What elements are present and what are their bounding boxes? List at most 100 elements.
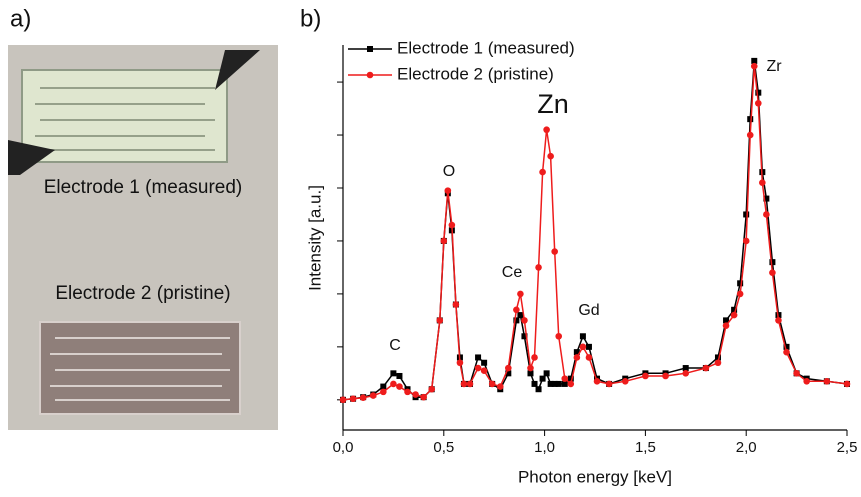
data-point	[380, 388, 387, 396]
data-point	[349, 395, 357, 403]
data-point	[521, 333, 528, 340]
peak-label: Ce	[502, 264, 523, 281]
data-point	[513, 317, 520, 324]
data-point	[359, 394, 367, 401]
legend-item: Electrode 2 (pristine)	[348, 64, 554, 83]
data-point	[759, 179, 766, 186]
data-point	[452, 301, 460, 308]
legend-label: Electrode 2 (pristine)	[397, 64, 554, 83]
data-point	[527, 364, 534, 372]
data-point	[783, 343, 790, 350]
data-point	[535, 386, 542, 393]
data-point	[662, 372, 669, 380]
series	[340, 57, 850, 403]
peak-label: Zr	[766, 58, 782, 75]
data-point	[722, 322, 730, 329]
data-point	[505, 364, 512, 372]
data-point	[456, 359, 464, 367]
data-point	[746, 131, 754, 139]
data-point	[420, 393, 427, 401]
data-point	[474, 364, 482, 372]
peak-label: O	[443, 163, 455, 180]
data-point	[585, 354, 593, 361]
data-point	[783, 348, 790, 356]
electrode-1	[21, 69, 228, 163]
data-point	[731, 306, 738, 313]
data-point	[561, 380, 568, 387]
data-point	[480, 367, 488, 374]
data-point	[593, 377, 601, 385]
peak-label: C	[389, 337, 401, 354]
data-point	[585, 343, 592, 350]
x-tick-label: 2,0	[736, 439, 757, 456]
data-point	[567, 375, 574, 382]
legend-item: Electrode 1 (measured)	[348, 38, 575, 57]
data-point	[682, 370, 690, 377]
data-point	[737, 280, 744, 287]
data-point	[390, 380, 397, 388]
data-point	[743, 211, 750, 218]
data-point	[517, 312, 524, 319]
data-point	[763, 211, 770, 218]
data-point	[555, 380, 562, 387]
x-tick-label: 0,0	[333, 439, 354, 456]
electrode-2-fingers	[50, 337, 230, 401]
data-point	[444, 187, 452, 194]
data-point	[481, 359, 488, 366]
data-point	[567, 380, 575, 388]
data-point	[714, 359, 722, 367]
data-point	[723, 317, 730, 324]
data-point	[448, 221, 456, 229]
data-point	[539, 375, 546, 382]
series-line	[342, 60, 848, 401]
data-point	[751, 57, 758, 64]
legend-marker	[366, 71, 374, 79]
data-point	[547, 152, 554, 160]
data-point	[714, 354, 721, 361]
peak-label: Gd	[578, 302, 599, 319]
data-point	[573, 354, 581, 361]
data-point	[803, 377, 810, 385]
x-tick-label: 1,0	[534, 439, 555, 456]
data-point	[535, 264, 542, 271]
data-point	[642, 372, 649, 380]
data-point	[775, 317, 782, 324]
data-point	[517, 290, 524, 298]
photo-label: Electrode 1 (measured)	[44, 177, 243, 198]
probe	[215, 50, 260, 90]
legend-label: Electrode 1 (measured)	[397, 38, 575, 57]
data-point	[742, 237, 750, 245]
data-point	[412, 391, 419, 398]
data-point	[460, 380, 468, 388]
data-point	[513, 306, 520, 314]
data-point	[769, 269, 776, 277]
data-point	[547, 380, 554, 387]
x-axis-title: Photon energy [keV]	[518, 467, 672, 486]
peak-label: Zn	[537, 89, 569, 119]
data-point	[551, 248, 558, 255]
data-point	[823, 377, 831, 385]
data-point	[754, 99, 762, 107]
data-point	[404, 388, 411, 396]
data-point	[428, 385, 436, 393]
photo-label: Electrode 2 (pristine)	[55, 283, 230, 304]
x-tick-label: 0,5	[433, 439, 454, 456]
data-point	[527, 370, 534, 377]
electrode-1-fingers	[35, 87, 215, 151]
series-line	[342, 66, 848, 401]
data-point	[579, 333, 586, 340]
data-point	[543, 126, 550, 134]
data-point	[755, 89, 762, 96]
data-point	[747, 116, 754, 123]
data-point	[750, 62, 758, 70]
data-point	[488, 380, 496, 388]
data-point	[380, 383, 387, 390]
data-point	[579, 343, 587, 351]
data-point	[561, 375, 569, 382]
y-axis-title: Intensity [a.u.]	[305, 185, 324, 291]
data-point	[769, 259, 776, 266]
data-point	[793, 370, 800, 377]
series	[339, 62, 851, 404]
data-point	[521, 317, 528, 324]
